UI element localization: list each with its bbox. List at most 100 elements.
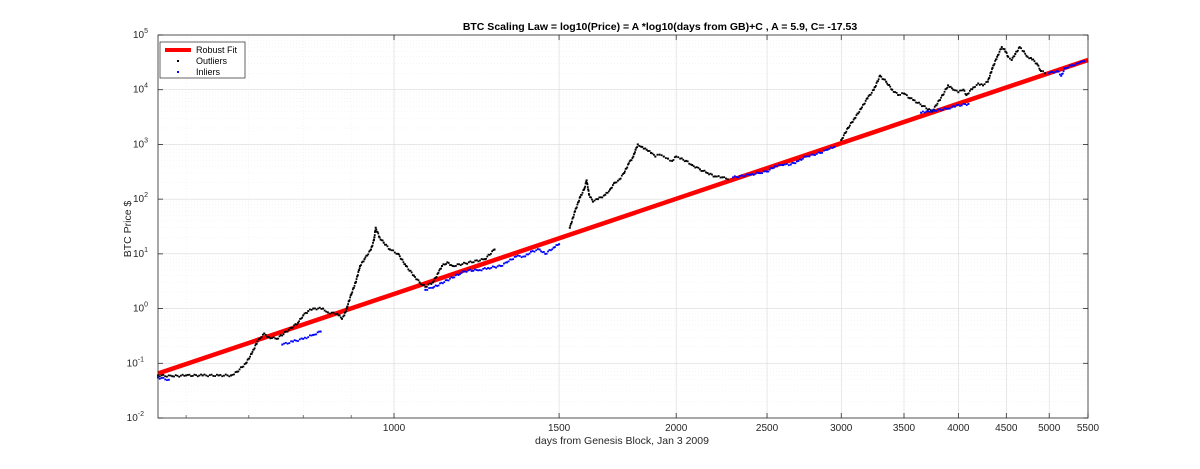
outlier-trace-dot [376, 231, 379, 234]
inlier-trace-dot [444, 279, 447, 282]
outlier-trace-dot [249, 355, 251, 358]
outlier-trace-dot [486, 255, 489, 258]
outlier-point [947, 84, 950, 87]
outlier-point [431, 281, 434, 284]
inlier-point [302, 337, 305, 340]
outlier-point [645, 148, 648, 151]
inlier-trace-dot [284, 341, 287, 344]
outlier-trace-dot [923, 105, 926, 108]
inlier-trace-dot [1053, 71, 1055, 74]
inlier-trace-dot [454, 274, 457, 277]
outlier-trace-dot [252, 348, 255, 351]
y-axis: 10-2 10-1 100 101 102 103 104 105 [127, 28, 1088, 424]
outlier-point [962, 88, 965, 91]
outlier-trace-dot [183, 374, 186, 377]
x-tick-label: 1000 [383, 423, 406, 434]
outlier-trace-dot [928, 108, 931, 111]
outlier-trace-dot [271, 337, 273, 340]
outlier-trace-dot [264, 333, 267, 336]
outlier-point [185, 374, 188, 377]
outlier-trace-dot [978, 83, 981, 86]
inlier-point [552, 246, 555, 249]
outlier-point [263, 332, 266, 335]
inlier-trace-dot [932, 108, 935, 111]
inlier-trace-dot [470, 270, 473, 272]
outlier-trace-dot [578, 199, 580, 202]
outlier-trace-dot [919, 103, 922, 106]
outlier-point [1044, 72, 1047, 75]
outlier-trace-dot [200, 373, 202, 376]
outlier-trace-dot [443, 263, 446, 266]
outlier-trace-dot [259, 337, 262, 340]
outlier-trace-dot [410, 271, 413, 274]
outlier-point [267, 336, 270, 339]
outlier-trace-dot [362, 260, 365, 263]
inlier-trace-dot [1059, 73, 1061, 76]
outlier-point [378, 236, 381, 239]
inlier-trace-dot [739, 174, 741, 177]
outlier-point [636, 143, 639, 146]
inlier-trace-dot [512, 258, 515, 261]
outlier-trace-dot [652, 153, 655, 156]
inlier-trace-dot [548, 249, 551, 251]
outlier-trace-dot [974, 86, 976, 88]
outlier-point [585, 179, 588, 182]
inlier-trace-dot [493, 266, 496, 268]
inlier-trace-dot [937, 108, 940, 111]
outlier-point [604, 193, 607, 196]
outlier-trace-dot [991, 68, 993, 71]
inlier-point [424, 288, 427, 291]
outlier-trace-dot [439, 268, 442, 270]
inlier-trace-dot [482, 267, 485, 270]
outlier-point [307, 310, 310, 313]
outlier-trace-dot [198, 374, 201, 377]
outlier-trace-dot [918, 101, 920, 104]
outlier-point [451, 264, 454, 267]
inlier-point [1060, 74, 1063, 77]
inlier-trace-dot [535, 249, 538, 252]
outlier-trace-dot [620, 174, 623, 177]
outlier-trace-dot [975, 84, 978, 86]
outlier-trace-dot [355, 280, 357, 283]
outlier-trace-dot [395, 252, 398, 255]
outlier-trace-dot [174, 374, 177, 377]
outlier-trace-dot [859, 108, 862, 111]
outlier-trace-dot [954, 89, 956, 92]
x-tick-label: 4000 [947, 423, 970, 434]
y-tick-label: 10-1 [127, 356, 144, 369]
outlier-point [698, 168, 701, 171]
outlier-trace-dot [417, 279, 420, 282]
outlier-point [418, 281, 421, 284]
outlier-trace-dot [463, 261, 465, 264]
inlier-trace-dot [767, 170, 770, 173]
outlier-trace-dot [250, 353, 252, 356]
outlier-trace-dot [455, 265, 457, 267]
outlier-trace-dot [611, 186, 613, 189]
outlier-point [424, 285, 427, 288]
inlier-trace-dot [428, 287, 430, 289]
outlier-trace-dot [358, 269, 361, 271]
outlier-trace-dot [848, 126, 850, 129]
outlier-point [256, 340, 259, 343]
outlier-trace-dot [642, 147, 645, 150]
outlier-trace-dot [955, 89, 958, 92]
inlier-trace-dot [1051, 70, 1054, 73]
outlier-trace-dot [571, 220, 573, 223]
inlier-point [431, 286, 434, 289]
y-tick-label: 10-2 [127, 411, 144, 424]
outlier-trace-dot [1017, 47, 1020, 49]
inlier-point [477, 269, 480, 272]
outlier-point [236, 370, 239, 373]
outlier-trace-dot [420, 283, 422, 286]
inlier-trace-dot [555, 244, 558, 246]
outlier-trace-dot [398, 253, 400, 256]
inlier-trace-dot [158, 377, 161, 380]
outlier-trace-dot [925, 107, 928, 110]
inlier-point [967, 102, 970, 105]
outlier-point [483, 258, 486, 261]
outlier-point [618, 178, 621, 181]
inlier-trace-dot [800, 159, 803, 161]
inlier-trace-dot [754, 172, 757, 175]
outlier-trace-dot [228, 375, 231, 378]
inlier-trace-dot [1062, 70, 1065, 72]
